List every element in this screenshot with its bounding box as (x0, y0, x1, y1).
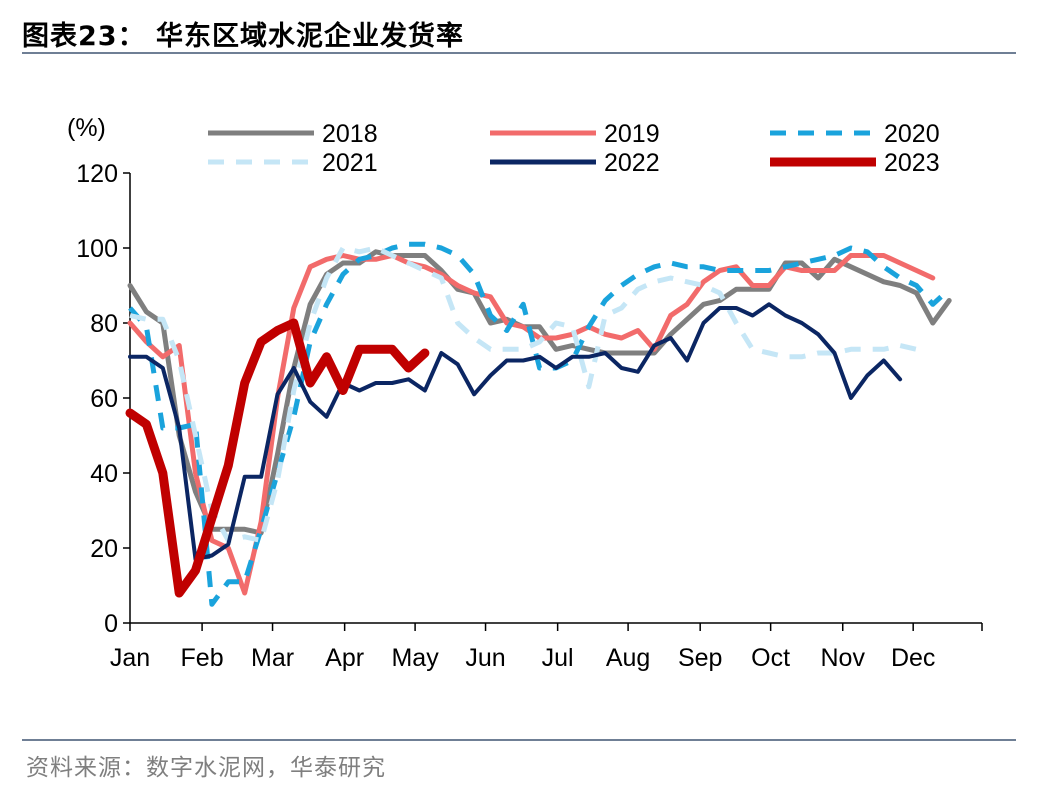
y-tick-label: 120 (76, 160, 118, 188)
legend-label-2018: 2018 (322, 120, 378, 148)
x-tick-label: Aug (606, 644, 650, 672)
x-tick-label: Jun (465, 644, 505, 672)
x-tick-label: Apr (325, 644, 364, 672)
x-tick-label: Mar (251, 644, 294, 672)
x-tick-label: May (391, 644, 439, 672)
chart-series-layer (125, 241, 952, 607)
source-note: 资料来源：数字水泥网，华泰研究 (26, 755, 386, 781)
y-tick-label: 100 (76, 235, 118, 263)
chart-axes: 0 20 40 60 80 100 120 (%) Jan Feb Mar Apr May Jun Jul A… (67, 114, 983, 672)
y-tick-label: 0 (104, 610, 118, 638)
series-line-2020 (128, 241, 951, 607)
title-divider (22, 52, 1016, 54)
y-tick-label: 80 (90, 310, 118, 338)
x-tick-label: Dec (891, 644, 935, 672)
series-line-2023 (125, 318, 430, 598)
x-tick-label: Jul (542, 644, 574, 672)
x-tick-label: Oct (751, 644, 790, 672)
x-tick-label: Sep (678, 644, 722, 672)
y-tick-label: 20 (90, 535, 118, 563)
figure-title: 图表23： 华东区域水泥企业发货率 (22, 21, 464, 52)
series-line-2022 (128, 302, 903, 562)
x-tick-label: Feb (181, 644, 224, 672)
legend-label-2022: 2022 (604, 149, 660, 177)
source-divider (22, 739, 1016, 741)
series-line-2019 (127, 253, 936, 596)
y-tick-label: 40 (90, 460, 118, 488)
legend-label-2020: 2020 (884, 120, 940, 148)
series-line-2021 (129, 245, 918, 543)
series-line-2018 (127, 249, 952, 536)
x-tick-label: Jan (110, 644, 150, 672)
legend-label-2021: 2021 (322, 149, 378, 177)
x-tick-label: Nov (820, 644, 865, 672)
legend-label-2019: 2019 (604, 120, 660, 148)
chart-legend: 2018 2019 2020 2021 2022 2023 (208, 120, 940, 177)
y-tick-label: 60 (90, 385, 118, 413)
legend-label-2023: 2023 (884, 149, 940, 177)
y-axis-label: (%) (67, 114, 106, 142)
